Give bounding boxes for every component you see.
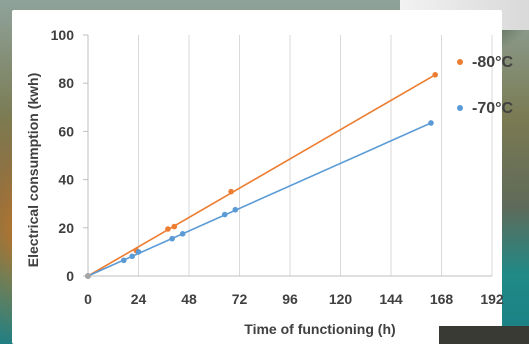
y-tick-labels: 0 20 40 60 80 100 xyxy=(51,27,75,284)
legend-marker xyxy=(457,59,463,65)
background-dark-corner xyxy=(439,326,529,344)
x-tick-labels: 0 24 48 72 96 120 144 168 192 xyxy=(84,291,504,307)
x-tick-label: 144 xyxy=(379,291,403,307)
data-point xyxy=(221,211,228,218)
data-point xyxy=(129,253,135,260)
data-point xyxy=(169,235,175,242)
data-point xyxy=(228,188,234,195)
grid xyxy=(138,35,493,276)
series-layer xyxy=(85,71,438,279)
x-tick-label: 168 xyxy=(430,291,454,307)
x-tick-label: 24 xyxy=(131,291,147,307)
series-2 xyxy=(85,120,434,279)
x-tick-label: 0 xyxy=(84,291,92,307)
chart-panel xyxy=(12,10,502,344)
data-point xyxy=(120,257,127,264)
legend-marker xyxy=(457,105,463,111)
legend-entry: -80°C xyxy=(457,54,514,71)
y-tick-label: 20 xyxy=(58,220,74,236)
data-point xyxy=(171,223,178,230)
y-tick-label: 100 xyxy=(51,27,75,43)
x-tick-label: 96 xyxy=(282,291,298,307)
data-point xyxy=(428,120,434,126)
legend-entry: -70°C xyxy=(457,100,514,117)
data-point xyxy=(165,226,171,232)
x-tick-label: 48 xyxy=(181,291,197,307)
series-line xyxy=(87,74,436,277)
data-point xyxy=(179,231,186,237)
y-tick-label: 0 xyxy=(66,268,74,284)
legend-label: -80°C xyxy=(472,54,514,71)
origin-point xyxy=(85,273,91,279)
y-tick-label: 60 xyxy=(58,123,74,139)
data-point xyxy=(432,71,438,78)
legend-label: -70°C xyxy=(472,100,514,117)
x-tick-label: 192 xyxy=(480,291,504,307)
y-tick-label: 40 xyxy=(58,172,74,188)
axes xyxy=(83,34,492,277)
series-line xyxy=(87,122,432,277)
x-tick-label: 120 xyxy=(329,291,353,307)
x-tick-label: 72 xyxy=(232,291,248,307)
y-tick-label: 80 xyxy=(58,75,74,91)
data-point xyxy=(135,249,142,255)
y-axis-label: Electrical consumption (kwh) xyxy=(25,73,41,267)
legend: -80°C -70°C xyxy=(457,54,514,117)
data-point xyxy=(232,206,239,213)
x-axis-label: Time of functioning (h) xyxy=(244,321,395,337)
